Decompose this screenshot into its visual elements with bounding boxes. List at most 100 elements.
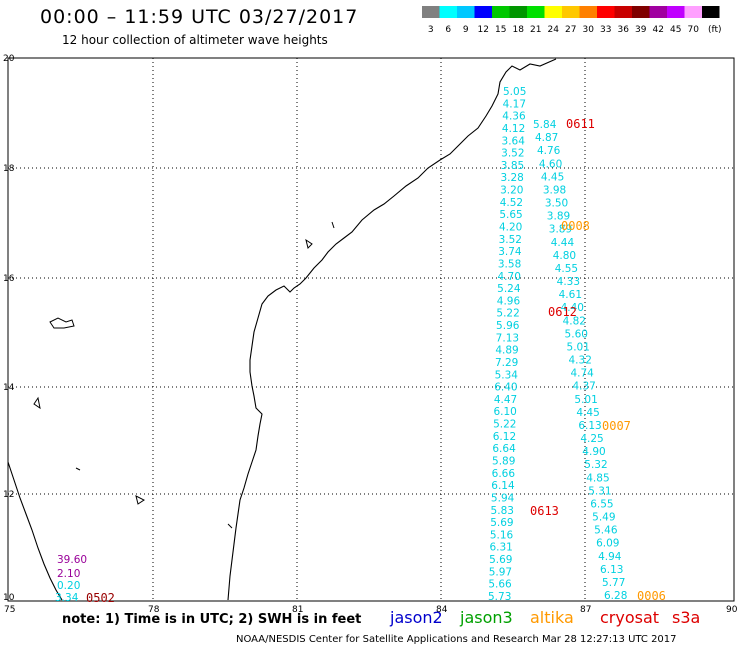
wave-height-value: 4.80 — [553, 250, 576, 262]
wave-height-value: 7.29 — [495, 357, 518, 369]
color-scale-label: 6 — [445, 25, 451, 35]
wave-height-value: 3.20 — [500, 185, 523, 197]
color-swatch — [597, 6, 615, 18]
color-swatch — [527, 6, 545, 18]
footer-note: note: 1) Time is in UTC; 2) SWH is in fe… — [62, 612, 362, 627]
wave-height-value: 3.89 — [547, 211, 570, 223]
coastline-srilanka — [7, 461, 63, 601]
track-s3a-right: 5.844.874.764.604.453.983.503.893.894.44… — [533, 119, 627, 602]
wave-height-value: 6.28 — [604, 590, 627, 602]
track-southwest: 39.60 2.100.203.34 — [55, 554, 87, 604]
wave-height-value: 3.52 — [501, 148, 524, 160]
wave-height-value: 5.83 — [491, 505, 514, 517]
color-swatch — [422, 6, 440, 18]
wave-height-value: 5.49 — [592, 512, 615, 524]
wave-height-value: 4.82 — [563, 315, 586, 327]
island-6 — [227, 523, 233, 529]
coastline-india — [227, 58, 557, 601]
wave-height-value: 4.45 — [541, 171, 564, 183]
color-scale-label: 70 — [688, 25, 700, 35]
wave-height-value: 5.66 — [488, 579, 512, 591]
color-swatch — [632, 6, 650, 18]
wave-height-value: 4.40 — [561, 302, 584, 314]
time-label-0008: 0008 — [561, 219, 590, 233]
wave-height-value: 3.98 — [543, 184, 566, 196]
wave-height-value: 5.69 — [489, 554, 512, 566]
wave-height-value: 6.10 — [493, 406, 516, 418]
wave-height-value: 4.76 — [537, 145, 561, 157]
color-scale-legend: 3 6 9 12 15 18 21 24 27 30 33 36 39 42 45 70 (ft) — [422, 6, 722, 35]
wave-height-value: 5.24 — [497, 283, 521, 295]
wave-height-value: 4.20 — [499, 221, 522, 233]
y-tick: 16 — [3, 274, 15, 284]
color-scale-label: 3 — [428, 25, 434, 35]
wave-height-value: 5.96 — [496, 320, 520, 332]
x-tick: 78 — [148, 605, 160, 615]
wave-height-value: 5.01 — [574, 394, 597, 406]
wave-height-value: 3.52 — [499, 234, 522, 246]
wave-height-value: 5.89 — [492, 456, 515, 468]
wave-height-value: 6.40 — [494, 382, 517, 394]
wave-height-value: 7.13 — [496, 332, 519, 344]
wave-height-value: 4.89 — [495, 345, 518, 357]
wave-height-value: 5.05 — [503, 86, 526, 98]
wave-height-value: 5.84 — [533, 119, 557, 131]
island-1 — [49, 317, 75, 329]
x-tick: 84 — [436, 605, 448, 615]
wave-height-value: 5.46 — [594, 525, 618, 537]
wave-height-value: 5.01 — [567, 341, 590, 353]
wave-height-value: 4.70 — [498, 271, 521, 283]
island-5 — [331, 221, 335, 229]
wave-height-value: 5.34 — [495, 369, 519, 381]
wave-height-value: 6.13 — [600, 564, 623, 576]
color-swatch — [667, 6, 685, 18]
color-scale-label: 12 — [478, 25, 489, 35]
wave-height-value: 4.94 — [598, 551, 622, 563]
wave-height-value: 4.33 — [557, 276, 580, 288]
time-label-0612: 0612 — [548, 305, 577, 319]
wave-height-value: 3.89 — [549, 224, 572, 236]
map-frame — [7, 57, 735, 602]
wave-height-value: 0.20 — [57, 580, 80, 592]
color-scale-label: 27 — [565, 25, 576, 35]
wave-height-value: 5.22 — [496, 308, 519, 320]
color-scale-label: (ft) — [708, 25, 722, 35]
color-swatch — [684, 6, 702, 18]
wave-height-value: 4.85 — [586, 472, 609, 484]
island-3 — [135, 495, 145, 505]
x-tick: 75 — [4, 605, 15, 615]
wave-height-value: 6.64 — [492, 443, 516, 455]
wave-height-value: 3.58 — [498, 258, 521, 270]
wave-height-value: 5.16 — [490, 529, 514, 541]
wave-height-value: 6.09 — [596, 538, 619, 550]
color-swatch — [439, 6, 457, 18]
time-label-0613: 0613 — [530, 504, 559, 518]
wave-height-value: 5.32 — [584, 459, 607, 471]
wave-height-value: 4.52 — [500, 197, 523, 209]
wave-height-value: 4.36 — [502, 111, 526, 123]
legend-cryosat: cryosat — [600, 608, 660, 627]
color-swatch — [562, 6, 580, 18]
time-label-0611: 0611 — [566, 117, 595, 131]
color-swatch — [544, 6, 562, 18]
wave-height-value: 2.10 — [57, 568, 80, 580]
wave-height-value: 3.85 — [501, 160, 524, 172]
wave-height-value: 5.77 — [602, 577, 625, 589]
color-swatch — [509, 6, 527, 18]
color-swatch — [474, 6, 492, 18]
footer-credit: NOAA/NESDIS Center for Satellite Applica… — [236, 634, 677, 645]
wave-height-value: 4.47 — [494, 394, 517, 406]
wave-height-value: 4.12 — [502, 123, 525, 135]
wave-height-value: 3.74 — [498, 246, 522, 258]
y-tick: 20 — [3, 54, 15, 64]
time-label-0007: 0007 — [602, 419, 631, 433]
wave-height-value: 4.74 — [570, 368, 594, 380]
color-scale-label: 18 — [513, 25, 525, 35]
wave-height-value: 6.13 — [578, 420, 601, 432]
wave-height-value: 4.37 — [572, 381, 595, 393]
wave-height-value: 4.44 — [551, 237, 575, 249]
x-tick: 81 — [292, 605, 303, 615]
color-scale-label: 39 — [635, 25, 647, 35]
wave-height-value: 5.31 — [588, 485, 611, 497]
